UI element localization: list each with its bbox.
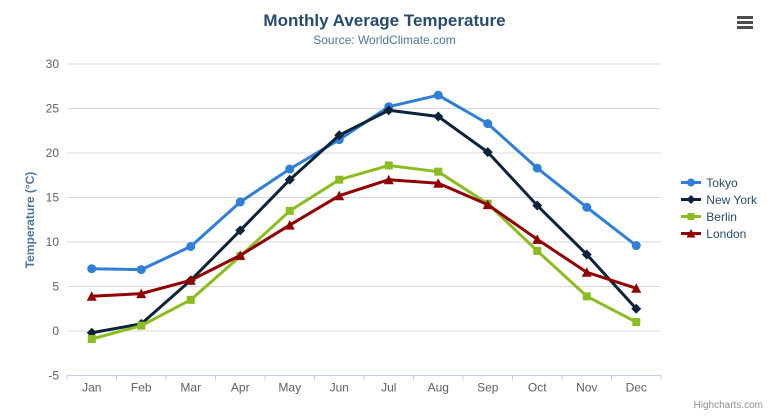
- x-tick-label: Oct: [528, 381, 547, 395]
- series-line-berlin: [90, 163, 638, 341]
- legend-label: London: [706, 226, 747, 241]
- legend-item-new-york[interactable]: New York: [681, 191, 757, 208]
- x-tick-label: Feb: [131, 381, 152, 395]
- legend-label: Tokyo: [706, 175, 738, 190]
- y-tick-label: 20: [46, 146, 60, 160]
- hamburger-bar: [737, 21, 753, 24]
- y-tick-label: 10: [46, 235, 60, 249]
- chart-title: Monthly Average Temperature: [263, 11, 506, 30]
- x-tick-label: Aug: [428, 381, 449, 395]
- hamburger-menu-icon: [737, 16, 753, 29]
- x-tick-label: Jul: [381, 381, 396, 395]
- series-tokyo: [87, 90, 641, 275]
- y-tick-label: 30: [46, 57, 60, 71]
- y-gridlines: [67, 63, 661, 376]
- x-tick-label: Jun: [330, 381, 349, 395]
- x-tick-label: Nov: [576, 381, 597, 395]
- hamburger-bar: [737, 16, 753, 19]
- legend-marker-tokyo: [681, 178, 702, 187]
- x-tick-label: May: [278, 381, 301, 395]
- x-tick-label: Sep: [477, 381, 499, 395]
- series-new-york: [86, 105, 642, 338]
- legend: Tokyo New York Berlin London: [681, 174, 757, 242]
- y-tick-label: 5: [52, 280, 59, 294]
- legend-item-london[interactable]: London: [681, 225, 757, 242]
- hamburger-bar: [737, 26, 753, 29]
- x-axis-ticks: [66, 375, 662, 381]
- x-axis-labels: Jan Feb Mar Apr May Jun Jul Aug Sep Oct Nov Dec: [82, 381, 647, 395]
- legend-label: Berlin: [706, 209, 737, 224]
- y-axis-title: Temperature (°C): [23, 171, 37, 269]
- series-line-london: [90, 178, 638, 298]
- legend-marker-london: [681, 229, 702, 238]
- legend-item-berlin[interactable]: Berlin: [681, 208, 757, 225]
- chart-subtitle: Source: WorldClimate.com: [313, 33, 456, 47]
- y-tick-label: 15: [46, 191, 60, 205]
- series-london: [86, 174, 642, 301]
- export-menu-button[interactable]: [735, 13, 755, 31]
- legend-label: New York: [706, 192, 757, 207]
- y-tick-label: 25: [46, 102, 60, 116]
- series-markers-tokyo: [87, 90, 641, 275]
- legend-item-tokyo[interactable]: Tokyo: [681, 174, 757, 191]
- y-axis-labels: -5 0 5 10 15 20 25 30: [46, 57, 60, 383]
- y-tick-label: -5: [48, 369, 59, 383]
- legend-marker-berlin: [681, 213, 702, 220]
- x-tick-label: Apr: [231, 381, 250, 395]
- x-tick-label: Dec: [626, 381, 647, 395]
- series-markers-london: [86, 174, 642, 301]
- x-tick-label: Jan: [82, 381, 101, 395]
- highcharts-credit-link[interactable]: Highcharts.com: [693, 400, 763, 411]
- series-line-new-york: [90, 108, 638, 335]
- x-tick-label: Mar: [180, 381, 201, 395]
- series-markers-new-york: [86, 105, 642, 338]
- legend-marker-new-york: [681, 195, 702, 204]
- y-tick-label: 0: [52, 324, 59, 338]
